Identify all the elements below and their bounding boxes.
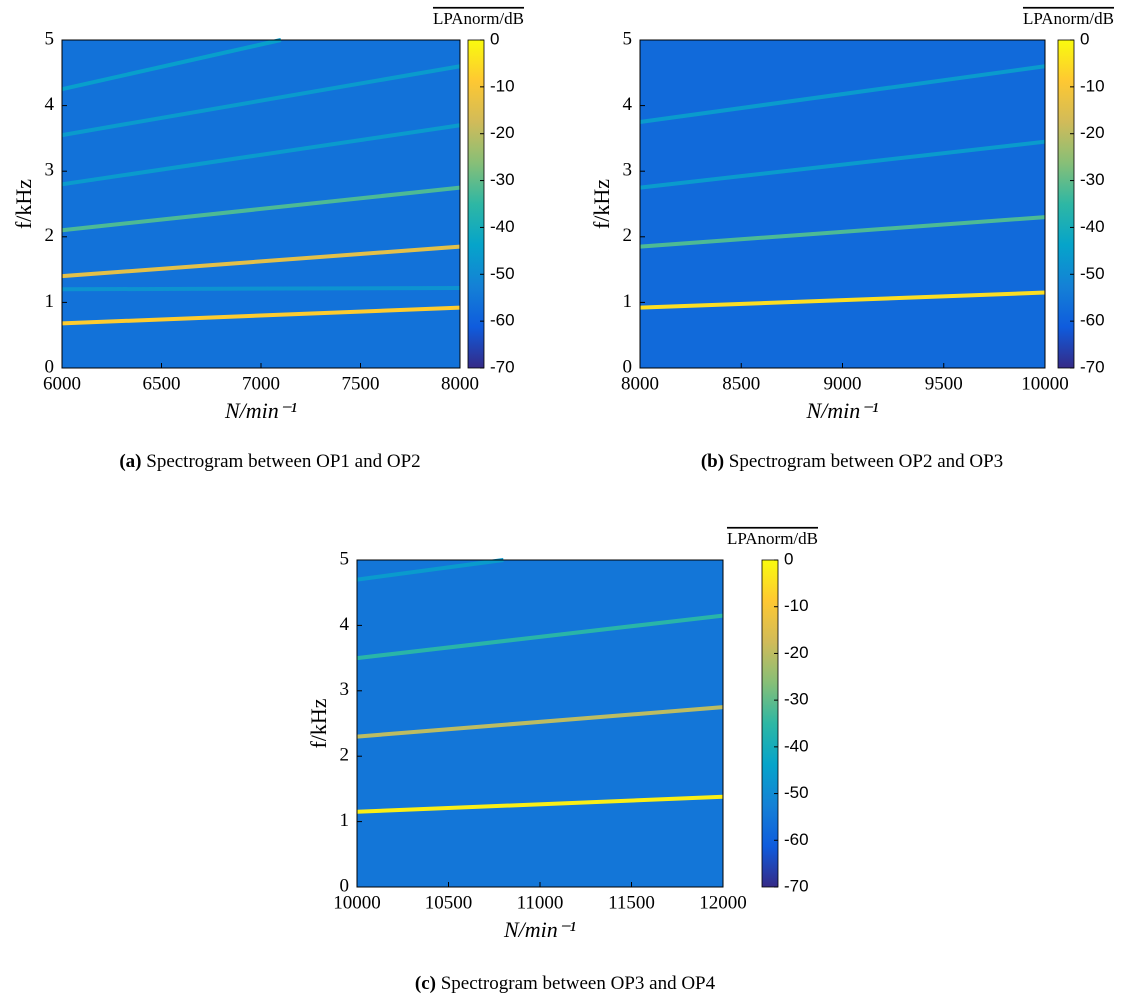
harmonic-line bbox=[61, 64, 461, 138]
colorbar bbox=[467, 39, 485, 369]
x-axis-label: N/min⁻¹ bbox=[806, 398, 879, 423]
harmonic-line bbox=[356, 613, 724, 661]
harmonic-line bbox=[61, 244, 461, 279]
x-tick-label: 9500 bbox=[925, 373, 963, 394]
y-tick-label: 0 bbox=[45, 356, 55, 377]
harmonic-line bbox=[639, 215, 1046, 249]
harmonic-line bbox=[356, 558, 504, 582]
harmonic-line bbox=[356, 705, 724, 739]
colorbar-tick-label: -70 bbox=[784, 876, 809, 895]
y-tick-label: 4 bbox=[340, 614, 350, 635]
y-tick-label: 0 bbox=[623, 356, 633, 377]
harmonic-line bbox=[639, 139, 1046, 190]
y-tick-label: 3 bbox=[340, 679, 350, 700]
spectrogram-background bbox=[640, 40, 1045, 368]
colorbar-label: LPAnorm/dB bbox=[727, 529, 818, 548]
colorbar-tick-label: -20 bbox=[1080, 123, 1105, 142]
y-tick-label: 5 bbox=[623, 28, 633, 49]
colorbar-tick-label: -60 bbox=[490, 311, 515, 330]
colorbar-tick-label: 0 bbox=[1080, 29, 1089, 48]
harmonic-line bbox=[61, 123, 461, 187]
y-tick-label: 5 bbox=[45, 28, 55, 49]
harmonic-line bbox=[356, 794, 724, 814]
x-tick-label: 8000 bbox=[621, 373, 659, 394]
x-tick-label: 12000 bbox=[699, 892, 747, 913]
y-tick-label: 3 bbox=[623, 160, 633, 181]
harmonic-line bbox=[61, 285, 461, 292]
colorbar-tick-label: -10 bbox=[490, 76, 515, 95]
caption-label: (b) bbox=[701, 451, 724, 472]
y-tick-label: 4 bbox=[623, 94, 633, 115]
x-tick-label: 7000 bbox=[242, 373, 280, 394]
harmonic-line bbox=[61, 38, 282, 92]
y-axis-label: f/kHz bbox=[11, 179, 36, 229]
caption-label: (a) bbox=[119, 451, 141, 472]
x-tick-label: 11000 bbox=[517, 892, 564, 913]
x-tick-label: 6500 bbox=[143, 373, 181, 394]
y-tick-label: 3 bbox=[45, 160, 55, 181]
colorbar-tick-label: -70 bbox=[490, 357, 515, 376]
x-tick-label: 8500 bbox=[722, 373, 760, 394]
y-tick-label: 2 bbox=[340, 745, 350, 766]
colorbar-tick-label: 0 bbox=[490, 29, 499, 48]
colorbar bbox=[761, 559, 779, 888]
spectrogram-background bbox=[62, 40, 460, 368]
colorbar-tick-label: -60 bbox=[1080, 311, 1105, 330]
caption: (a) Spectrogram between OP1 and OP2 bbox=[119, 451, 420, 472]
y-tick-label: 1 bbox=[340, 810, 350, 831]
colorbar-tick-label: -30 bbox=[490, 170, 515, 189]
x-tick-label: 8000 bbox=[441, 373, 479, 394]
colorbar-tick-label: -40 bbox=[490, 217, 515, 236]
x-axis-label: N/min⁻¹ bbox=[224, 398, 297, 423]
colorbar-tick-label: -70 bbox=[1080, 357, 1105, 376]
colorbar-tick-label: -30 bbox=[784, 690, 809, 709]
harmonic-line bbox=[61, 185, 461, 233]
x-tick-label: 6000 bbox=[43, 373, 81, 394]
y-tick-label: 5 bbox=[340, 548, 350, 569]
harmonic-line bbox=[639, 290, 1046, 310]
x-axis-label: N/min⁻¹ bbox=[503, 917, 576, 942]
caption: (c) Spectrogram between OP3 and OP4 bbox=[415, 973, 716, 994]
y-tick-label: 2 bbox=[45, 225, 55, 246]
caption-text: Spectrogram between OP3 and OP4 bbox=[441, 973, 716, 994]
colorbar-label: LPAnorm/dB bbox=[1023, 9, 1114, 28]
colorbar-tick-label: -20 bbox=[490, 123, 515, 142]
colorbar-label: LPAnorm/dB bbox=[433, 9, 524, 28]
caption-text: Spectrogram between OP2 and OP3 bbox=[729, 451, 1003, 472]
colorbar-tick-label: -40 bbox=[1080, 217, 1105, 236]
x-tick-label: 10000 bbox=[333, 892, 381, 913]
x-tick-label: 10000 bbox=[1021, 373, 1069, 394]
y-tick-label: 1 bbox=[45, 291, 55, 312]
colorbar-tick-label: -60 bbox=[784, 830, 809, 849]
caption-text: Spectrogram between OP1 and OP2 bbox=[146, 451, 420, 472]
y-tick-label: 4 bbox=[45, 94, 55, 115]
colorbar-tick-label: -20 bbox=[784, 643, 809, 662]
harmonic-line bbox=[61, 305, 461, 326]
colorbar-tick-label: -50 bbox=[784, 783, 809, 802]
y-axis-label: f/kHz bbox=[589, 179, 614, 229]
colorbar bbox=[1057, 39, 1075, 369]
colorbar-tick-label: -10 bbox=[784, 596, 809, 615]
colorbar-tick-label: 0 bbox=[784, 549, 793, 568]
y-tick-label: 0 bbox=[340, 875, 350, 896]
colorbar-tick-label: -10 bbox=[1080, 76, 1105, 95]
colorbar-tick-label: -50 bbox=[490, 264, 515, 283]
x-tick-label: 10500 bbox=[425, 892, 473, 913]
caption: (b) Spectrogram between OP2 and OP3 bbox=[701, 451, 1003, 472]
colorbar-tick-label: -30 bbox=[1080, 170, 1105, 189]
x-tick-label: 11500 bbox=[608, 892, 655, 913]
colorbar-tick-label: -40 bbox=[784, 736, 809, 755]
harmonic-line bbox=[639, 64, 1046, 124]
y-axis-label: f/kHz bbox=[306, 698, 331, 748]
colorbar-tick-label: -50 bbox=[1080, 264, 1105, 283]
y-tick-label: 1 bbox=[623, 291, 633, 312]
y-tick-label: 2 bbox=[623, 225, 633, 246]
caption-label: (c) bbox=[415, 973, 436, 994]
x-tick-label: 7500 bbox=[342, 373, 380, 394]
x-tick-label: 9000 bbox=[824, 373, 862, 394]
